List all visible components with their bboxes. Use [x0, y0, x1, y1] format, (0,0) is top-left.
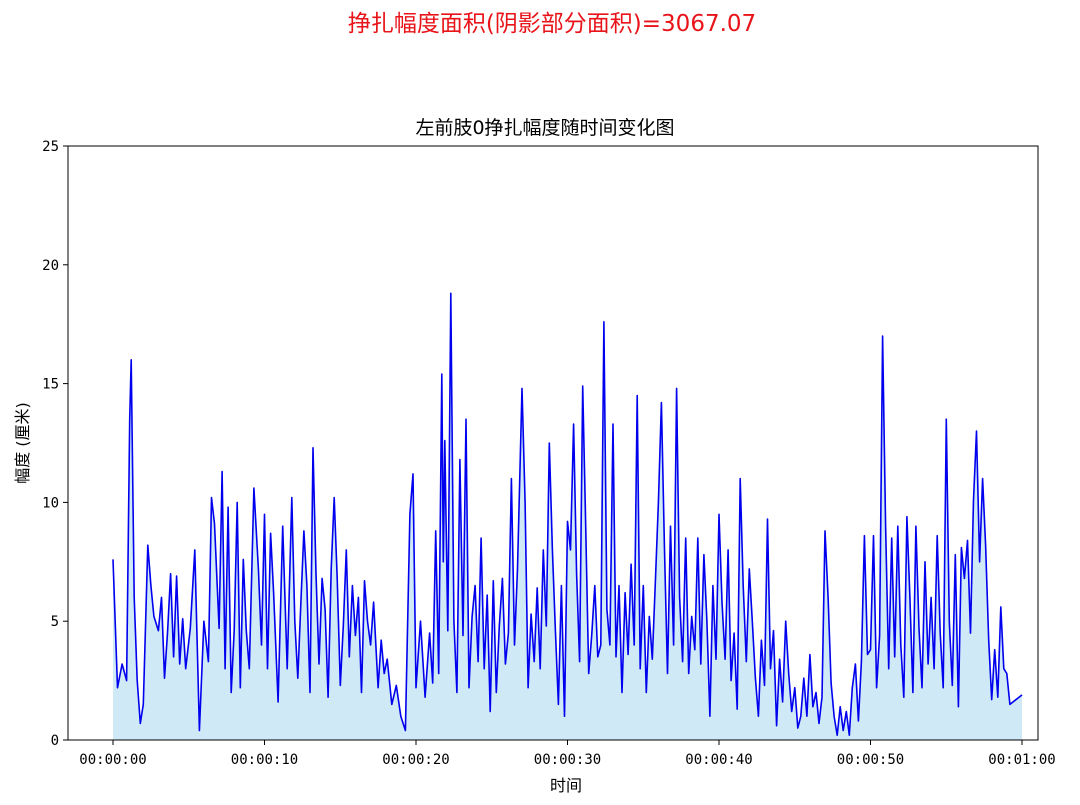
x-tick-label: 00:00:40: [685, 752, 752, 768]
y-tick-label: 15: [42, 377, 59, 393]
chart-title: 左前肢0挣扎幅度随时间变化图: [415, 117, 675, 139]
amplitude-line: [112, 292, 1023, 737]
y-tick-label: 25: [42, 139, 59, 155]
y-tick-label: 5: [51, 614, 59, 630]
y-axis-label: 幅度 (厘米): [13, 402, 32, 484]
x-tick-label: 00:00:10: [231, 752, 298, 768]
x-axis-label: 时间: [550, 776, 582, 795]
x-tick-label: 00:01:00: [988, 752, 1055, 768]
x-tick-label: 00:00:30: [534, 752, 601, 768]
shaded-area: [113, 293, 1022, 740]
x-tick-label: 00:00:20: [382, 752, 449, 768]
x-tick-label: 00:00:00: [79, 752, 146, 768]
y-tick-label: 20: [42, 258, 59, 274]
plot-frame: [67, 145, 1039, 741]
y-tick-label: 0: [51, 733, 59, 749]
y-tick-label: 10: [42, 495, 59, 511]
x-tick-label: 00:00:50: [837, 752, 904, 768]
figure-suptitle: 挣扎幅度面积(阴影部分面积)=3067.07: [347, 11, 757, 37]
